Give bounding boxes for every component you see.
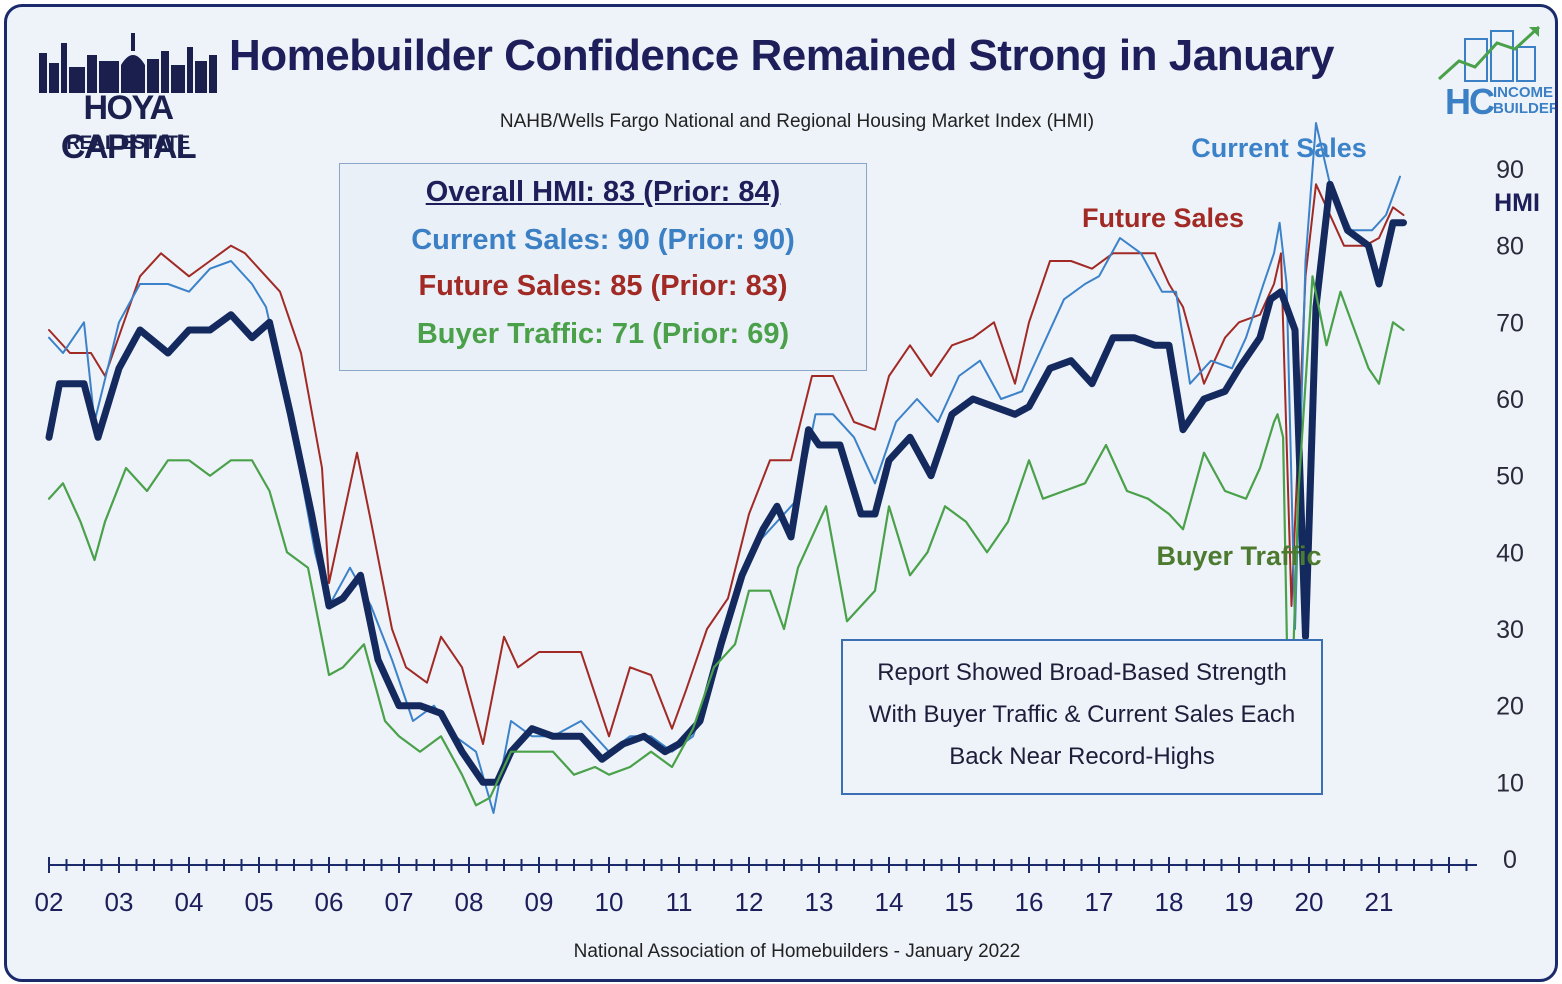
x-tick-label: 04 — [175, 887, 204, 917]
y-tick-label: 20 — [1496, 693, 1524, 721]
chart-frame: 02 03 04 05 06 07 08 09 10 11 12 13 14 15 16 17 18 19 20 21… — [4, 4, 1558, 982]
chart-title: Homebuilder Confidence Remained Strong i… — [229, 31, 1335, 80]
stat-current: Current Sales: 90 (Prior: 90) — [411, 224, 795, 256]
x-tick-label: 13 — [805, 887, 834, 917]
y-tick-label: 80 — [1496, 233, 1524, 261]
x-tick-label: 10 — [595, 887, 624, 917]
skyline-icon — [39, 33, 217, 93]
x-tick-label: 20 — [1295, 887, 1324, 917]
hmi-chart: 02 03 04 05 06 07 08 09 10 11 12 13 14 15 16 17 18 19 20 21… — [35, 122, 1540, 917]
stat-traffic: Buyer Traffic: 71 (Prior: 69) — [416, 318, 790, 350]
note-box: Report Showed Broad-Based Strength With … — [841, 639, 1323, 795]
x-tick-label: 19 — [1225, 887, 1254, 917]
y-tick-label: 70 — [1496, 309, 1524, 337]
y-tick-label: 10 — [1496, 769, 1524, 797]
x-tick-label: 15 — [945, 887, 974, 917]
x-tick-label: 06 — [315, 887, 344, 917]
x-tick-label: 05 — [245, 887, 274, 917]
logo-right-line2: BUILDER — [1493, 100, 1558, 117]
note-line-1: Report Showed Broad-Based Strength — [877, 659, 1287, 686]
y-axis-label: HMI — [1494, 189, 1540, 217]
hoya-capital-logo: HOYA CAPITAL REAL ESTATE — [33, 25, 223, 166]
chart-subtitle: NAHB/Wells Fargo National and Regional H… — [499, 111, 1095, 132]
series-label-traffic: Buyer Traffic — [1156, 541, 1321, 571]
series-line-future — [48, 183, 1405, 745]
series-line-traffic — [47, 275, 1405, 807]
y-tick-label: 40 — [1496, 539, 1524, 567]
chart-source: National Association of Homebuilders - J… — [573, 941, 1021, 962]
stats-box: Overall HMI: 83 (Prior: 84) Current Sale… — [339, 163, 867, 371]
x-tick-label: 16 — [1015, 887, 1044, 917]
x-tick-label: 17 — [1085, 887, 1114, 917]
x-tick-label: 08 — [455, 887, 484, 917]
y-tick-label: 30 — [1496, 616, 1524, 644]
logo-left-line1: HOYA CAPITAL — [60, 89, 197, 166]
note-line-3: Back Near Record-Highs — [949, 743, 1215, 770]
series-label-future: Future Sales — [1082, 203, 1244, 233]
logo-right-line1: INCOME — [1493, 84, 1553, 101]
y-tick-label: 0 — [1503, 846, 1517, 874]
series-label-current: Current Sales — [1191, 133, 1367, 163]
x-tick-label: 07 — [385, 887, 414, 917]
x-tick-label: 18 — [1155, 887, 1184, 917]
x-tick-label: 21 — [1365, 887, 1394, 917]
logo-right-text: INCOME BUILDER — [1493, 84, 1558, 117]
x-tick-label: 02 — [35, 887, 64, 917]
x-tick-label: 12 — [735, 887, 764, 917]
y-tick-label: 50 — [1496, 463, 1524, 491]
x-tick-label: 14 — [875, 887, 904, 917]
building-chart-icon — [1437, 25, 1541, 82]
logo-right-mark: HC — [1445, 81, 1495, 122]
y-tick-label: 60 — [1496, 386, 1524, 414]
note-line-2: With Buyer Traffic & Current Sales Each — [868, 701, 1296, 728]
stat-future: Future Sales: 85 (Prior: 83) — [418, 270, 788, 302]
series-line-hmi — [45, 180, 1407, 786]
x-tick-label: 11 — [666, 887, 693, 917]
x-tick-label: 09 — [525, 887, 554, 917]
x-tick-label: 03 — [105, 887, 134, 917]
logo-left-line2: REAL ESTATE — [66, 133, 190, 154]
stat-overall: Overall HMI: 83 (Prior: 84) — [425, 176, 781, 208]
y-tick-label: 90 — [1496, 156, 1524, 184]
income-builder-logo: HC INCOME BUILDER — [1435, 21, 1558, 127]
